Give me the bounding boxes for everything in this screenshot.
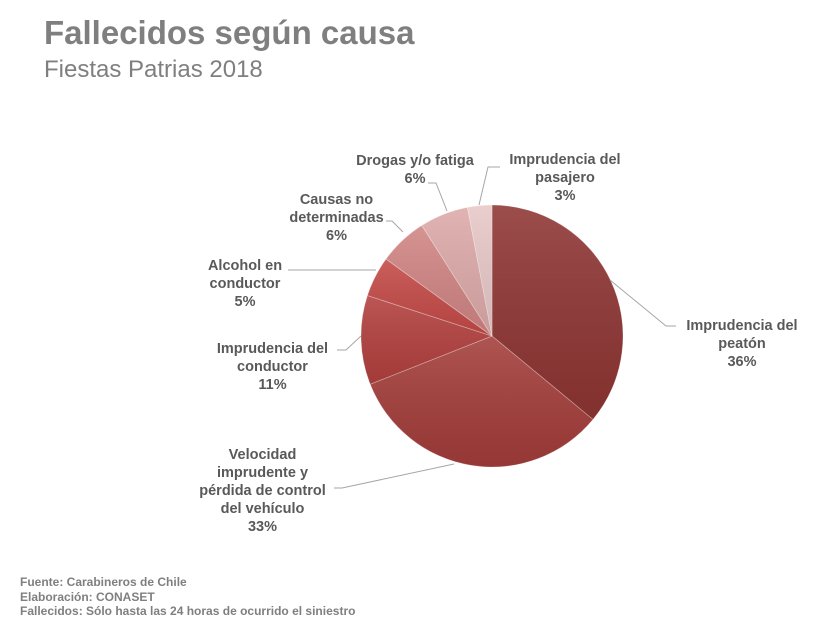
data-label-drogas: Drogas y/o fatiga 6% xyxy=(356,153,474,187)
leader-lines xyxy=(288,166,676,489)
pie-slice-shade xyxy=(367,259,492,336)
chart-footer: Fuente: Carabineros de Chile Elaboración… xyxy=(20,575,355,619)
leader-line-velocidad xyxy=(334,463,455,489)
pie-slice-shade xyxy=(370,336,593,467)
footer-source: Fuente: Carabineros de Chile xyxy=(20,575,187,589)
pie-slices xyxy=(360,204,624,468)
leader-line-peaton xyxy=(609,279,676,327)
data-label-conductor: Imprudencia del conductor 11% xyxy=(216,341,329,393)
data-label-no-determinadas: Causas no determinadas 6% xyxy=(289,192,384,244)
chart-subtitle: Fiestas Patrias 2018 xyxy=(44,56,263,83)
pie-slice-shade xyxy=(386,225,492,336)
footer-note: Fallecidos: Sólo hasta las 24 horas de o… xyxy=(20,604,356,618)
pie-slice-shade xyxy=(421,207,492,336)
data-label-peaton: Imprudencia del peatón 36% xyxy=(686,318,798,370)
pie-slice-shade xyxy=(361,295,492,385)
pie-slice-shade xyxy=(492,205,624,420)
footer-elaboration: Elaboración: CONASET xyxy=(20,589,155,604)
leader-line-pasajero xyxy=(478,166,500,206)
chart-title: Fallecidos según causa xyxy=(44,14,415,51)
data-label-alcohol: Alcohol en conductor 5% xyxy=(207,258,283,310)
leader-line-conductor xyxy=(337,335,362,351)
data-label-pasajero: Imprudencia del pasajero 3% xyxy=(509,152,621,204)
pie-slice-shade xyxy=(467,205,492,336)
leader-line-no-determinadas xyxy=(386,220,404,233)
leader-line-drogas xyxy=(428,182,448,212)
data-label-velocidad: Velocidad imprudente y pérdida de contro… xyxy=(199,447,326,535)
